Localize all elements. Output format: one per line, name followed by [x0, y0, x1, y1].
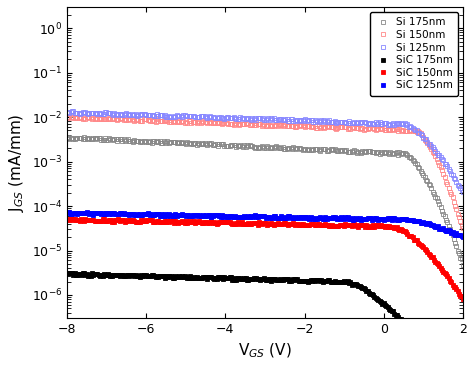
Line: Si 125nm: Si 125nm: [65, 110, 465, 193]
Si 125nm: [425, 139, 430, 144]
Si 125nm: [301, 119, 307, 123]
Si 125nm: [64, 110, 70, 114]
Si 175nm: [301, 147, 307, 152]
SiC 175nm: [398, 316, 404, 321]
SiC 150nm: [300, 222, 306, 226]
SiC 150nm: [68, 217, 73, 221]
Si 150nm: [301, 123, 307, 127]
Si 175nm: [300, 148, 306, 152]
Si 125nm: [460, 190, 466, 194]
Si 175nm: [308, 148, 313, 152]
Line: Si 150nm: Si 150nm: [65, 116, 465, 230]
SiC 125nm: [460, 235, 466, 240]
SiC 175nm: [423, 346, 429, 350]
SiC 125nm: [398, 217, 404, 222]
SiC 175nm: [64, 270, 70, 275]
SiC 150nm: [308, 222, 313, 226]
SiC 125nm: [423, 222, 429, 226]
Si 175nm: [460, 262, 466, 267]
SiC 175nm: [299, 279, 304, 283]
Y-axis label: J$_{GS}$ (mA/mm): J$_{GS}$ (mA/mm): [7, 113, 26, 212]
Si 150nm: [300, 124, 306, 128]
Si 125nm: [308, 118, 313, 123]
SiC 150nm: [399, 228, 405, 232]
SiC 125nm: [65, 211, 71, 215]
Si 125nm: [65, 109, 71, 114]
SiC 150nm: [425, 250, 430, 254]
Si 150nm: [425, 141, 430, 146]
Si 125nm: [300, 117, 306, 122]
Si 175nm: [64, 135, 70, 140]
Line: SiC 125nm: SiC 125nm: [65, 211, 465, 239]
SiC 150nm: [301, 223, 307, 227]
Si 175nm: [66, 137, 72, 141]
SiC 150nm: [460, 297, 466, 302]
X-axis label: V$_{GS}$ (V): V$_{GS}$ (V): [238, 342, 292, 360]
Si 150nm: [308, 124, 313, 129]
SiC 175nm: [300, 279, 306, 283]
Legend: Si 175nm, Si 150nm, Si 125nm, SiC 175nm, SiC 150nm, SiC 125nm: Si 175nm, Si 150nm, Si 125nm, SiC 175nm,…: [370, 12, 458, 95]
Si 175nm: [65, 135, 71, 139]
SiC 175nm: [65, 272, 71, 276]
Si 150nm: [65, 116, 71, 120]
Si 150nm: [399, 129, 405, 133]
SiC 125nm: [64, 210, 70, 214]
Si 125nm: [69, 109, 75, 113]
SiC 175nm: [307, 278, 312, 283]
SiC 125nm: [307, 217, 312, 221]
SiC 125nm: [299, 214, 304, 219]
SiC 150nm: [65, 217, 71, 221]
Si 150nm: [64, 115, 70, 119]
Line: Si 175nm: Si 175nm: [65, 135, 465, 266]
SiC 125nm: [300, 215, 306, 220]
Line: SiC 150nm: SiC 150nm: [65, 217, 465, 301]
SiC 150nm: [64, 218, 70, 222]
Line: SiC 175nm: SiC 175nm: [65, 271, 465, 367]
Si 150nm: [66, 115, 72, 119]
Si 175nm: [425, 179, 430, 184]
Si 125nm: [399, 121, 405, 126]
Si 175nm: [399, 150, 405, 155]
Si 150nm: [460, 226, 466, 230]
